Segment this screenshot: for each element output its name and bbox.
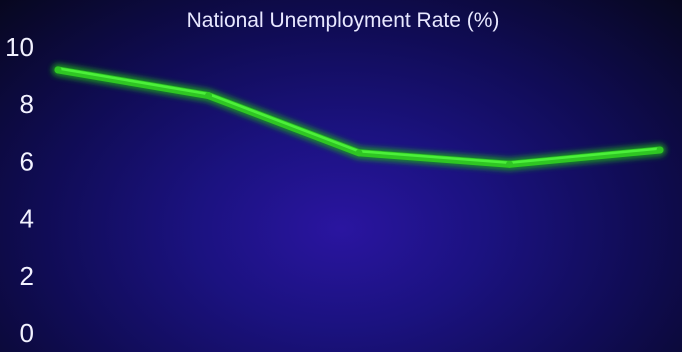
y-tick-label: 6	[20, 146, 34, 176]
data-point	[205, 92, 212, 100]
data-point	[506, 160, 513, 168]
data-point	[54, 66, 62, 74]
data-point	[656, 146, 664, 154]
series-layer	[52, 63, 666, 171]
y-tick-label: 2	[20, 261, 34, 291]
y-tick-label: 8	[20, 89, 34, 119]
chart-title: National Unemployment Rate (%)	[187, 9, 500, 32]
data-point	[355, 149, 363, 157]
y-axis-tick-labels: 0 2 4 6 8 10	[5, 32, 34, 348]
y-tick-label: 10	[5, 32, 34, 62]
y-tick-label: 4	[20, 204, 34, 234]
y-tick-label: 0	[20, 318, 34, 348]
